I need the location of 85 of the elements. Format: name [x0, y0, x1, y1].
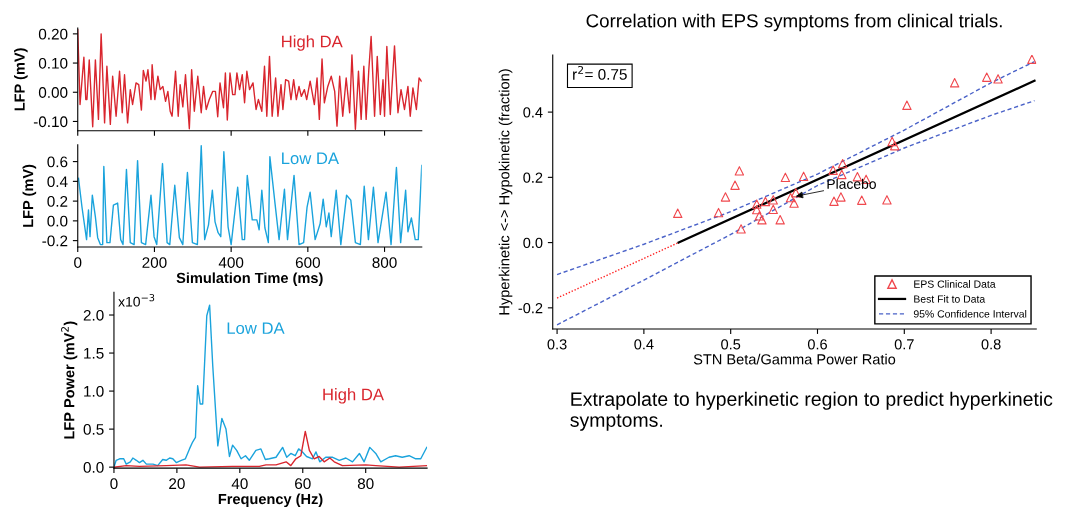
- point: [752, 204, 762, 215]
- point: [887, 136, 897, 147]
- point: [736, 224, 746, 234]
- x-axis-title: Simulation Time (ms): [176, 272, 323, 286]
- point: [1027, 55, 1037, 64]
- x-tick-label: 0.8: [981, 339, 1001, 350]
- point: [757, 215, 767, 225]
- y-tick-label: 0.10: [38, 57, 68, 69]
- point: [882, 195, 892, 205]
- series-label: High DA: [282, 35, 343, 51]
- x-tick-label: 800: [372, 257, 397, 268]
- point: [791, 187, 801, 198]
- x-tick-label: 80: [357, 478, 374, 490]
- point: [890, 140, 900, 151]
- x-axis-title: STN Beta/Gamma Power Ratio: [693, 353, 896, 365]
- point: [713, 207, 724, 218]
- point: [949, 78, 960, 88]
- y-tick-label: 0.20: [38, 28, 68, 40]
- y-tick-label: -0.2: [518, 302, 543, 314]
- point: [902, 100, 912, 110]
- x-tick-label: 0: [74, 257, 82, 268]
- x-tick-label: 0.7: [894, 339, 914, 350]
- point: [836, 192, 846, 202]
- y-tick-label: 0.0: [83, 462, 104, 473]
- point: [760, 196, 771, 207]
- y-tick-label: 1.0: [84, 385, 104, 397]
- point: [752, 199, 762, 209]
- x-tick-label: 400: [218, 257, 244, 268]
- series-label: Low DA: [227, 322, 285, 335]
- point: [798, 171, 809, 182]
- point: [730, 180, 740, 190]
- y-tick-label: 0.0: [523, 237, 543, 249]
- point: [857, 195, 867, 205]
- x-tick-label: 0.5: [721, 339, 741, 350]
- point: [673, 208, 683, 218]
- series-label: Low DA: [282, 152, 340, 165]
- x-axis-title: Frequency (Hz): [218, 493, 323, 508]
- point: [789, 198, 799, 208]
- y-tick-label: 1.5: [84, 348, 104, 359]
- x-tick-label: 0: [110, 478, 118, 490]
- y-axis-title: LFP Power (mV$^{2}$): [61, 321, 78, 439]
- y-tick-label: 0.00: [38, 87, 68, 98]
- y-tick-label: 2.0: [83, 309, 104, 321]
- y-tick-label: 0.6: [47, 156, 68, 168]
- y-axis-title: LFP (mV): [14, 48, 28, 111]
- point: [754, 211, 765, 221]
- point: [837, 158, 848, 169]
- point: [768, 195, 778, 205]
- point: [775, 215, 785, 225]
- y-tick-label: -0.2: [42, 235, 68, 247]
- y-tick-label: 0.2: [523, 172, 543, 183]
- point: [982, 72, 992, 82]
- x-tick-label: 60: [295, 478, 311, 490]
- x-tick-label: 20: [169, 478, 185, 490]
- chart-title: Correlation with EPS symptoms from clinical trials.: [586, 13, 1002, 32]
- y-tick-label: -0.10: [33, 116, 68, 128]
- legend-label: Best Fit to Data: [914, 295, 986, 303]
- point: [785, 192, 796, 203]
- y-tick-label: 0.2: [47, 195, 68, 207]
- y-tick-label: 0.5: [83, 423, 104, 435]
- annotation: x10$^{−3}$: [118, 293, 155, 307]
- point: [720, 192, 731, 202]
- point: [734, 166, 745, 176]
- y-tick-label: 0.4: [523, 107, 543, 118]
- x-tick-label: 40: [231, 478, 248, 490]
- y-tick-label: 0.0: [47, 215, 68, 227]
- point: [828, 165, 838, 175]
- x-tick-label: 0.4: [634, 339, 654, 350]
- annotation: r$^{2}$= 0.75: [573, 65, 627, 80]
- y-tick-label: 0.4: [47, 176, 68, 188]
- point: [993, 74, 1003, 84]
- annotation: Placebo: [827, 178, 876, 189]
- x-tick-label: 600: [295, 257, 320, 268]
- legend-label: EPS Clinical Data: [914, 280, 996, 288]
- y-axis-title: LFP (mV): [22, 164, 37, 227]
- point: [829, 196, 839, 206]
- y-axis-title: Hyperkinetic <-> Hypokinetic (fraction): [498, 69, 513, 315]
- x-tick-label: 0.3: [547, 339, 567, 350]
- text: Extrapolate to hyperkinetic region to predict hyperkinetic symptoms.: [570, 391, 1053, 431]
- legend-label: 95% Confidence Interval: [913, 309, 1027, 318]
- x-tick-label: 0.6: [807, 339, 827, 350]
- x-tick-label: 200: [142, 257, 167, 268]
- point: [768, 204, 778, 215]
- series-label: High DA: [323, 388, 384, 404]
- point: [780, 172, 791, 183]
